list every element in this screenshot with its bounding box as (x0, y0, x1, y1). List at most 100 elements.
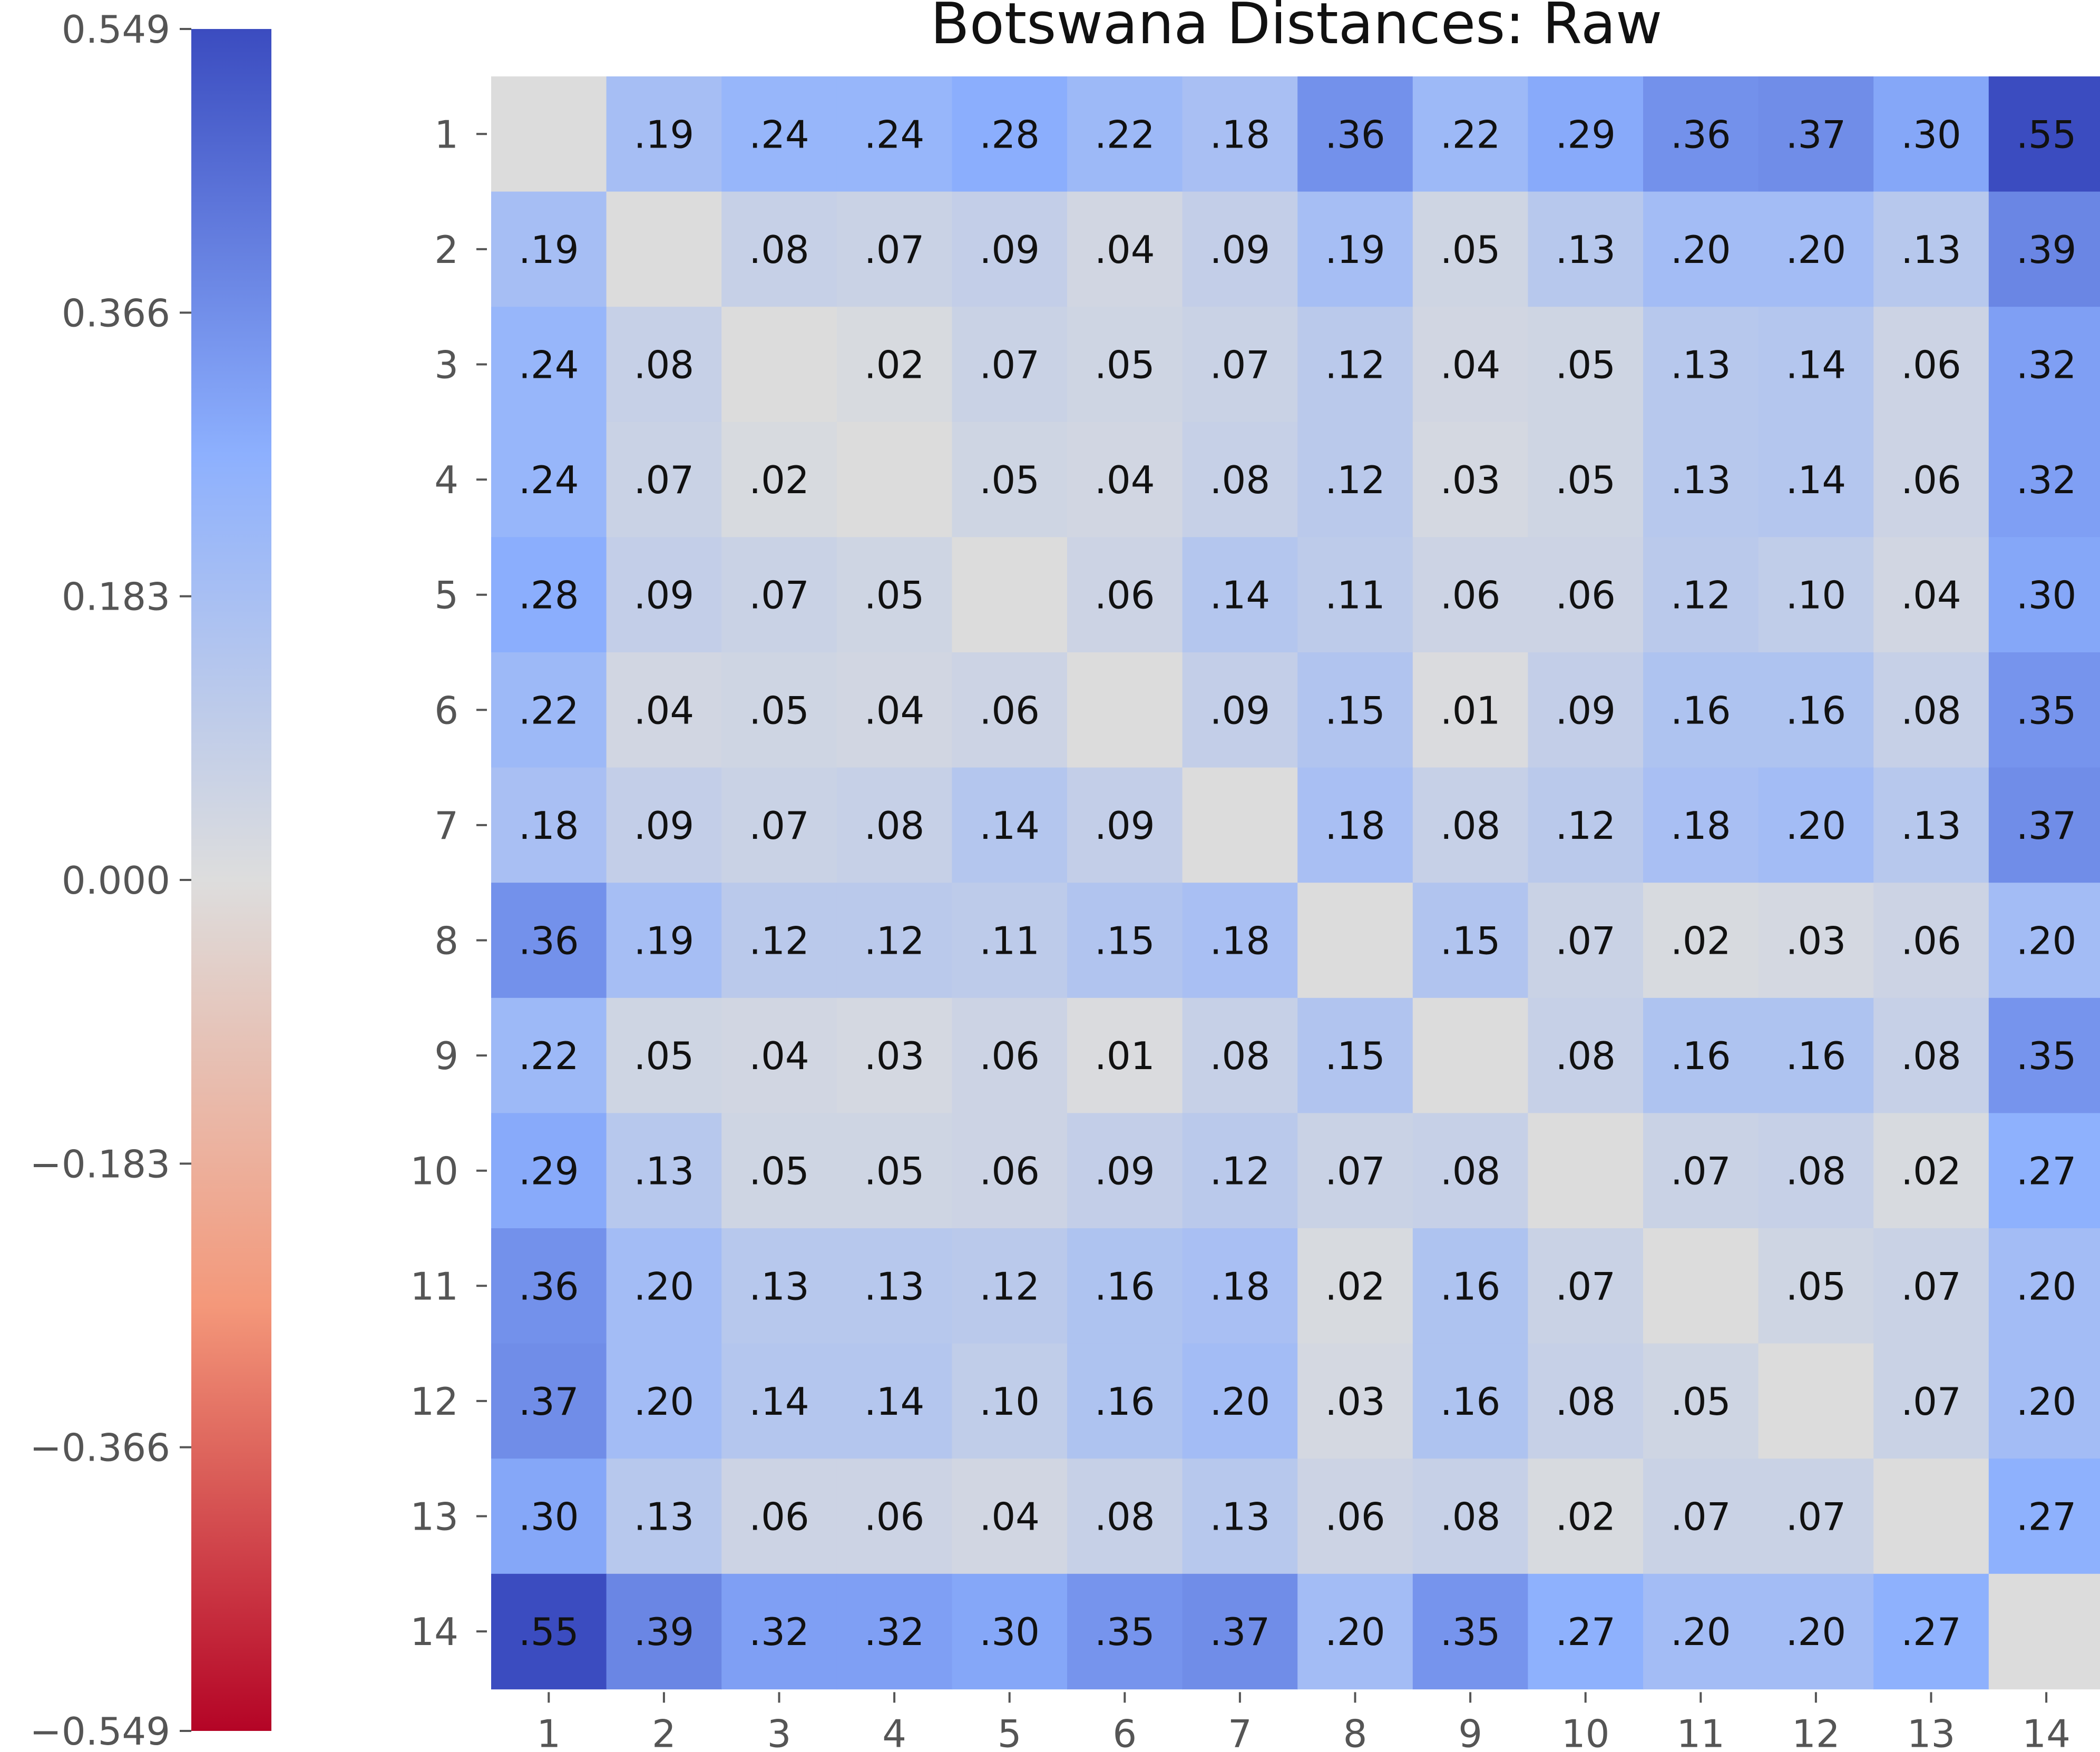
heatmap-cell (491, 422, 607, 538)
cell-value-label: .14 (1210, 573, 1271, 618)
heatmap-cell (1758, 767, 1874, 883)
cell-value-label: .16 (1786, 1034, 1847, 1078)
cell-value-label: .13 (1555, 228, 1616, 272)
heatmap-cell (952, 767, 1068, 883)
x-tick-label: 11 (1676, 1711, 1725, 1752)
heatmap-cell (721, 997, 837, 1114)
cell-value-label: .27 (2016, 1495, 2077, 1539)
heatmap-cell (1643, 883, 1759, 999)
cell-value-label: .13 (634, 1149, 695, 1193)
heatmap-cell (1067, 767, 1183, 883)
x-tick-label: 8 (1343, 1711, 1368, 1752)
y-tick-label: 5 (434, 573, 458, 618)
heatmap-cell (1643, 537, 1759, 653)
heatmap-cell (606, 1573, 722, 1690)
heatmap-cell (1528, 767, 1644, 883)
heatmap-cell (1643, 307, 1759, 423)
cell-value-label: .19 (634, 112, 695, 156)
cell-value-label: .13 (749, 1264, 809, 1308)
heatmap-cell (952, 1228, 1068, 1344)
cell-value-label: .06 (1095, 573, 1155, 618)
cell-value-label: .05 (1671, 1379, 1731, 1424)
cell-value-label: .36 (1671, 112, 1731, 156)
heatmap-cell (1412, 997, 1529, 1114)
heatmap-cell (1297, 997, 1413, 1114)
cell-value-label: .37 (1786, 112, 1847, 156)
heatmap-cell (836, 307, 953, 423)
heatmap-cell (952, 1573, 1068, 1690)
heatmap-cell (491, 883, 607, 999)
x-tick-label: 5 (998, 1711, 1022, 1752)
cell-value-label: .08 (1555, 1379, 1616, 1424)
cell-value-label: .19 (1325, 228, 1385, 272)
heatmap-cell (606, 1343, 722, 1459)
heatmap-cell (1182, 1228, 1298, 1344)
heatmap-cell (721, 1573, 837, 1690)
heatmap-cell (1182, 537, 1298, 653)
cell-value-label: .07 (1786, 1495, 1847, 1539)
cell-value-label: .30 (2016, 573, 2077, 618)
heatmap-cell (1297, 767, 1413, 883)
heatmap-cell (1528, 1228, 1644, 1344)
cell-value-label: .12 (749, 919, 809, 963)
heatmap-cell (721, 1113, 837, 1229)
y-tick-label: 12 (410, 1379, 458, 1424)
cell-value-label: .06 (979, 1034, 1040, 1078)
heatmap-cell (1873, 537, 1989, 653)
heatmap-cell (1643, 1343, 1759, 1459)
heatmap-cell (1182, 1343, 1298, 1459)
heatmap-cell (1182, 1113, 1298, 1229)
cell-value-label: .24 (519, 458, 579, 502)
cell-value-label: .14 (1786, 343, 1847, 387)
x-tick-label: 9 (1458, 1711, 1482, 1752)
heatmap-cell (1988, 997, 2100, 1114)
heatmap-cell (491, 1459, 607, 1574)
heatmap-cell (606, 537, 722, 653)
heatmap-cell (1182, 422, 1298, 538)
heatmap-cell (1873, 191, 1989, 307)
heatmap-cell (1528, 1573, 1644, 1690)
y-tick-label: 2 (434, 228, 458, 272)
x-tick-label: 12 (1792, 1711, 1840, 1752)
heatmap-cell (1067, 1459, 1183, 1574)
cell-value-label: .09 (1210, 228, 1271, 272)
cell-value-label: .07 (749, 573, 809, 618)
y-tick-label: 10 (410, 1149, 458, 1193)
heatmap-cell (1873, 1573, 1989, 1690)
heatmap-cell (1873, 767, 1989, 883)
heatmap-cell (1988, 191, 2100, 307)
cell-labels: .19 .24 .24 .28 .22 .18 .36 .22 .29 .36 .37 .30 .55.… (519, 112, 2076, 1654)
cell-value-label: .13 (864, 1264, 925, 1308)
heatmap-cell (1412, 537, 1529, 653)
cell-value-label: .20 (1671, 1610, 1731, 1654)
cell-value-label: .18 (1210, 112, 1271, 156)
x-tick-label: 2 (652, 1711, 676, 1752)
heatmap-cell (1182, 1573, 1298, 1690)
cell-value-label: .19 (519, 228, 579, 272)
heatmap-cell (1412, 307, 1529, 423)
heatmap-cell (1528, 422, 1644, 538)
heatmap-cell (1758, 191, 1874, 307)
heatmap-cell (1412, 1459, 1529, 1574)
heatmap-cell (491, 76, 607, 192)
heatmap-cell (836, 422, 953, 538)
cell-value-label: .14 (749, 1379, 809, 1424)
cell-value-label: .02 (864, 343, 925, 387)
heatmap-cell (606, 883, 722, 999)
heatmap-cell (1528, 883, 1644, 999)
heatmap-cell (1067, 76, 1183, 192)
cell-value-label: .12 (1210, 1149, 1271, 1193)
heatmap-cell (1643, 652, 1759, 768)
heatmap-cell (1297, 1459, 1413, 1574)
heatmap-cell (1873, 997, 1989, 1114)
heatmap-cell (1643, 767, 1759, 883)
x-tick-label: 4 (882, 1711, 906, 1752)
heatmap-cell (1067, 652, 1183, 768)
heatmap-cell (1643, 191, 1759, 307)
cell-value-label: .13 (1671, 343, 1731, 387)
cell-value-label: .08 (634, 343, 695, 387)
cell-value-label: .06 (1555, 573, 1616, 618)
cell-value-label: .05 (864, 1149, 925, 1193)
heatmap-cell (1988, 1228, 2100, 1344)
